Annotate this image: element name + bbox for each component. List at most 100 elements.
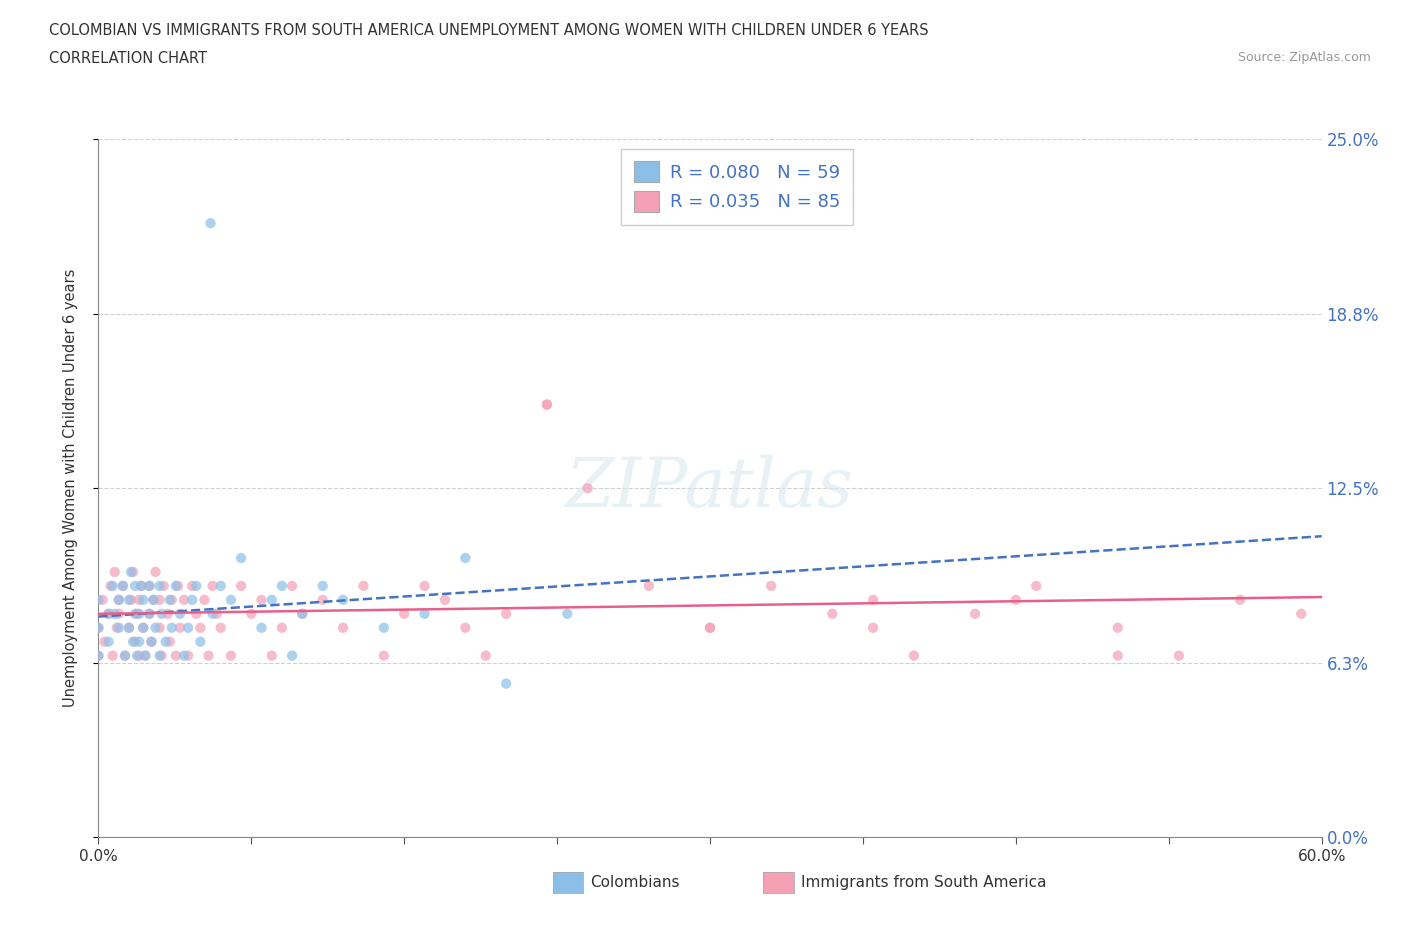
Point [145, 565, 167, 579]
Point [134, 648, 156, 663]
Point [138, 606, 160, 621]
Point [155, 634, 177, 649]
Point [104, 606, 127, 621]
Point [129, 578, 152, 593]
Point [965, 606, 987, 621]
Point [332, 592, 354, 607]
Point [186, 578, 208, 593]
Point [100, 578, 122, 593]
Point [142, 592, 165, 607]
Point [536, 397, 558, 412]
Point [413, 606, 436, 621]
Point [188, 634, 212, 649]
Point [149, 578, 172, 593]
Point [124, 634, 146, 649]
Point [145, 620, 167, 635]
Point [91, 592, 114, 607]
Point [173, 592, 195, 607]
Point [413, 578, 436, 593]
Point [209, 620, 232, 635]
Point [138, 578, 160, 593]
Point [97, 634, 120, 649]
Point [270, 620, 294, 635]
Point [495, 606, 517, 621]
Point [108, 592, 131, 607]
Point [1229, 592, 1251, 607]
Text: ZIPatlas: ZIPatlas [567, 455, 853, 522]
Point [205, 606, 228, 621]
Point [250, 592, 273, 607]
Point [114, 648, 136, 663]
Point [454, 551, 477, 565]
Point [352, 578, 374, 593]
Point [108, 592, 131, 607]
Point [132, 592, 155, 607]
Point [127, 648, 149, 663]
Point [373, 648, 395, 663]
Point [201, 606, 224, 621]
Point [761, 578, 783, 593]
Point [149, 648, 172, 663]
Point [149, 620, 172, 635]
Point [281, 648, 304, 663]
Point [132, 620, 155, 635]
Point [87, 648, 110, 663]
Point [181, 592, 204, 607]
Point [124, 606, 146, 621]
Point [159, 634, 181, 649]
Point [862, 592, 884, 607]
Point [1004, 592, 1026, 607]
Point [120, 592, 142, 607]
Point [291, 606, 314, 621]
Point [231, 551, 253, 565]
Point [536, 397, 558, 412]
Point [93, 634, 115, 649]
Point [160, 592, 183, 607]
Point [495, 676, 517, 691]
Point [128, 592, 150, 607]
Point [1291, 606, 1313, 621]
Point [169, 620, 191, 635]
Text: Immigrants from South America: Immigrants from South America [801, 875, 1047, 890]
Point [1107, 620, 1129, 635]
Point [108, 620, 131, 635]
Point [169, 606, 191, 621]
Point [122, 565, 145, 579]
Point [141, 634, 163, 649]
Point [474, 648, 498, 663]
Point [128, 634, 150, 649]
Point [108, 606, 131, 621]
Text: Source: ZipAtlas.com: Source: ZipAtlas.com [1237, 51, 1371, 64]
Point [177, 620, 200, 635]
Point [128, 606, 150, 621]
Point [454, 620, 477, 635]
Point [1167, 648, 1189, 663]
Text: Colombians: Colombians [591, 875, 681, 890]
Point [557, 606, 579, 621]
Point [219, 648, 242, 663]
Point [903, 648, 925, 663]
Point [167, 578, 190, 593]
Point [111, 578, 134, 593]
Point [188, 620, 212, 635]
Point [134, 648, 156, 663]
Point [173, 648, 195, 663]
Point [124, 578, 146, 593]
Point [250, 620, 273, 635]
Point [699, 620, 721, 635]
Point [141, 634, 163, 649]
Point [118, 592, 141, 607]
Point [104, 565, 127, 579]
Point [87, 620, 110, 635]
Point [150, 648, 173, 663]
Point [118, 620, 141, 635]
Point [87, 592, 110, 607]
Point [181, 578, 204, 593]
Point [373, 620, 395, 635]
Point [105, 620, 128, 635]
Point [434, 592, 457, 607]
Text: CORRELATION CHART: CORRELATION CHART [49, 51, 207, 66]
Point [201, 578, 224, 593]
Point [97, 606, 120, 621]
Point [165, 578, 187, 593]
